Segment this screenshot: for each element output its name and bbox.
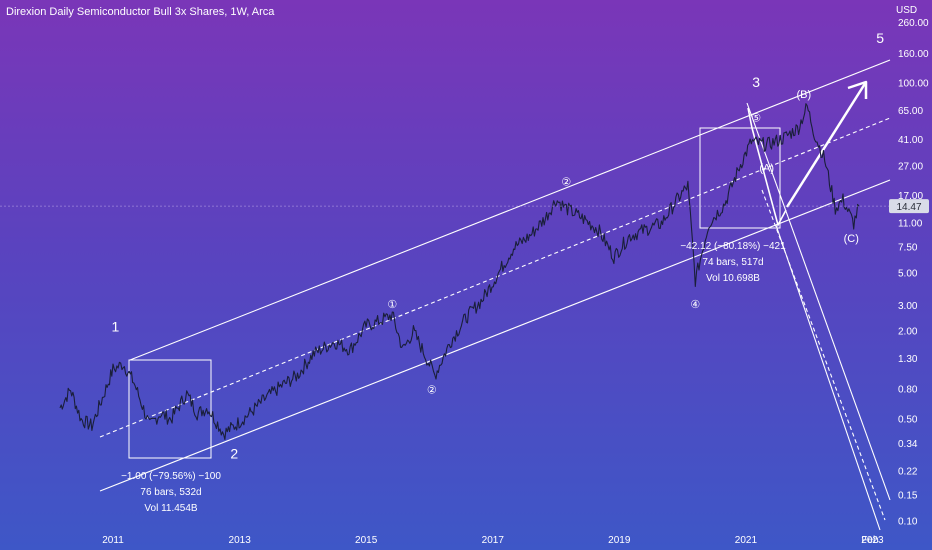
measure-annotation-line: 74 bars, 517d bbox=[702, 257, 763, 268]
corrective-channel-upper bbox=[746, 102, 891, 501]
sub-wave-label: ① bbox=[387, 299, 397, 311]
abc-path bbox=[747, 107, 787, 228]
price-tick-label: 27.00 bbox=[898, 162, 923, 173]
measure-box-1 bbox=[128, 359, 212, 459]
time-tick-label: 2021 bbox=[735, 535, 758, 546]
measure-annotation-line: 76 bars, 532d bbox=[140, 487, 201, 498]
price-axis[interactable]: 260.00 160.00 100.00 65.00 41.00 27.00 17.00 11… bbox=[898, 18, 929, 527]
price-tick-label: 17.00 bbox=[898, 191, 923, 202]
price-tick-label: 5.00 bbox=[898, 268, 918, 279]
price-tick-label: 0.10 bbox=[898, 516, 918, 527]
wave-label: 3 bbox=[752, 74, 760, 90]
corrective-channel-lower bbox=[775, 224, 881, 531]
sub-wave-label: ⑤ bbox=[751, 112, 761, 124]
time-tick-label: 2011 bbox=[102, 535, 124, 546]
price-tick-label: 0.22 bbox=[898, 466, 918, 477]
time-tick-label: 2015 bbox=[355, 535, 378, 546]
price-tick-label: 1.30 bbox=[898, 354, 918, 365]
wave-label: 5 bbox=[876, 30, 884, 46]
projection-arrow-head bbox=[847, 80, 868, 99]
price-tick-label: 7.50 bbox=[898, 243, 918, 254]
time-tick-label: 2023 bbox=[861, 535, 884, 546]
sub-wave-label: ② bbox=[561, 177, 571, 189]
price-tick-label: 0.15 bbox=[898, 491, 918, 502]
measure-box-2 bbox=[699, 127, 781, 229]
time-tick-label: 2017 bbox=[482, 535, 505, 546]
last-price-label: 14.47 bbox=[896, 202, 921, 213]
measure-annotation-line: Vol 10.698B bbox=[706, 273, 760, 284]
projection-arrow bbox=[785, 81, 868, 208]
price-tick-label: 100.00 bbox=[898, 79, 929, 90]
sub-wave-label: ④ bbox=[690, 299, 700, 311]
corrective-channel-mid bbox=[761, 189, 886, 521]
measure-annotation-line: −42.12 (−80.18%) −421 bbox=[680, 241, 786, 252]
chart-title: Direxion Daily Semiconductor Bull 3x Sha… bbox=[6, 6, 275, 18]
price-series bbox=[59, 103, 860, 441]
channel-lines bbox=[99, 59, 891, 531]
channel-upper-line bbox=[129, 59, 891, 361]
sub-wave-label: (B) bbox=[796, 89, 811, 101]
currency-label: USD bbox=[896, 5, 918, 16]
last-price-tag: 14.47 bbox=[0, 199, 929, 214]
sub-wave-label: (A) bbox=[759, 162, 774, 174]
time-tick-label: 2013 bbox=[229, 535, 252, 546]
price-tick-label: 0.34 bbox=[898, 439, 918, 450]
price-tick-label: 41.00 bbox=[898, 135, 923, 146]
time-tick-label: Feb bbox=[861, 535, 879, 546]
time-tick-label: 2019 bbox=[608, 535, 631, 546]
price-tick-label: 260.00 bbox=[898, 18, 929, 29]
measure-annotation-line: −1.00 (−79.56%) −100 bbox=[121, 471, 221, 482]
price-tick-label: 160.00 bbox=[898, 49, 929, 60]
channel-mid-line bbox=[99, 117, 891, 438]
measure-annotations: −1.00 (−79.56%) −100 76 bars, 532d Vol 11.… bbox=[121, 241, 786, 514]
channel-lower-line bbox=[99, 179, 891, 492]
wave-label: 1 bbox=[112, 318, 120, 334]
price-tick-label: 65.00 bbox=[898, 106, 923, 117]
price-tick-label: 0.80 bbox=[898, 385, 918, 396]
last-price-badge bbox=[889, 199, 929, 214]
wave-label: 2 bbox=[230, 445, 238, 461]
price-tick-label: 11.00 bbox=[898, 218, 923, 229]
price-line bbox=[59, 103, 860, 441]
sub-wave-label: ② bbox=[427, 385, 437, 397]
sub-wave-label: (C) bbox=[844, 233, 859, 245]
price-tick-label: 0.50 bbox=[898, 414, 918, 425]
price-tick-label: 3.00 bbox=[898, 301, 918, 312]
wave-labels: 1 2 3 5 ① ② ② ④ ⑤ (A) (B) (C) bbox=[112, 30, 885, 461]
price-tick-label: 2.00 bbox=[898, 326, 918, 337]
measure-annotation-line: Vol 11.454B bbox=[144, 503, 198, 514]
